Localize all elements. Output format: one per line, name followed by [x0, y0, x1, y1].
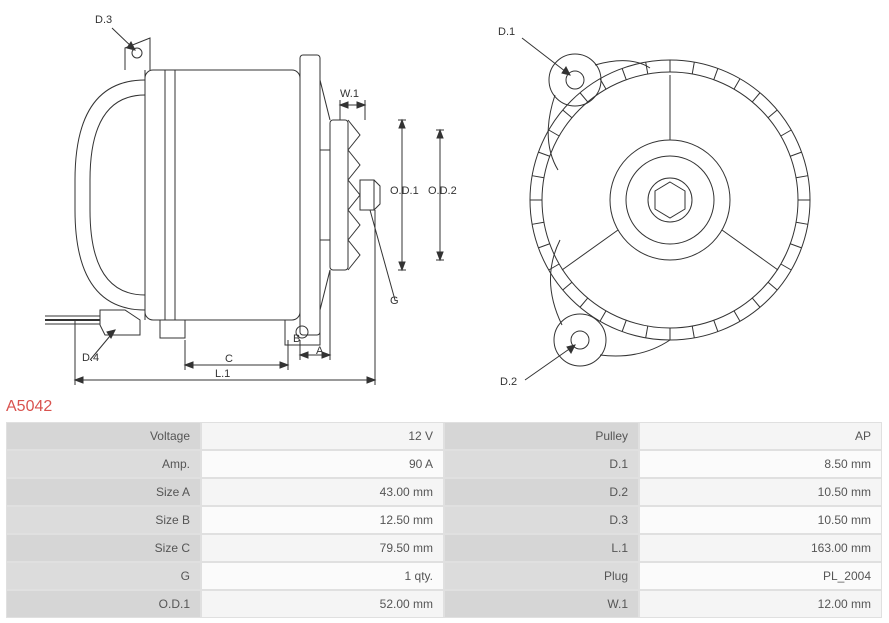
label-l1: L.1 — [215, 368, 230, 380]
spec-value: 12.00 mm — [639, 590, 882, 618]
spec-value: 43.00 mm — [201, 478, 444, 506]
table-row: Size A 43.00 mm D.2 10.50 mm — [6, 478, 882, 506]
spec-label: Size B — [6, 506, 201, 534]
spec-label: Pulley — [444, 422, 639, 450]
spec-table-body: Voltage 12 V Pulley AP Amp. 90 A D.1 8.5… — [6, 422, 882, 618]
label-g: G — [390, 295, 399, 307]
table-row: O.D.1 52.00 mm W.1 12.00 mm — [6, 590, 882, 618]
spec-value: 1 qty. — [201, 562, 444, 590]
spec-table: Voltage 12 V Pulley AP Amp. 90 A D.1 8.5… — [6, 422, 882, 618]
spec-value: 163.00 mm — [639, 534, 882, 562]
spec-label: W.1 — [444, 590, 639, 618]
spec-value: 90 A — [201, 450, 444, 478]
spec-label: Plug — [444, 562, 639, 590]
spec-value: 10.50 mm — [639, 506, 882, 534]
label-a: A — [316, 345, 323, 357]
label-od1: O.D.1 — [390, 185, 419, 197]
spec-value: 12.50 mm — [201, 506, 444, 534]
label-od2: O.D.2 — [428, 185, 457, 197]
label-d3: D.3 — [95, 14, 112, 26]
label-d4: D.4 — [82, 352, 99, 364]
spec-label: D.3 — [444, 506, 639, 534]
spec-label: Voltage — [6, 422, 201, 450]
spec-value: 79.50 mm — [201, 534, 444, 562]
spec-value: 8.50 mm — [639, 450, 882, 478]
spec-label: D.2 — [444, 478, 639, 506]
spec-value: PL_2004 — [639, 562, 882, 590]
spec-label: Amp. — [6, 450, 201, 478]
part-number: A5042 — [6, 398, 52, 416]
technical-drawing: D.3 D.4 W.1 O.D.1 O.D.2 G A B C L.1 — [0, 0, 889, 395]
label-d1: D.1 — [498, 26, 515, 38]
spec-value: AP — [639, 422, 882, 450]
label-b: B — [293, 333, 300, 345]
table-row: G 1 qty. Plug PL_2004 — [6, 562, 882, 590]
spec-value: 52.00 mm — [201, 590, 444, 618]
label-w1: W.1 — [340, 88, 359, 100]
label-c: C — [225, 353, 233, 365]
spec-label: Size A — [6, 478, 201, 506]
spec-label: G — [6, 562, 201, 590]
table-row: Size C 79.50 mm L.1 163.00 mm — [6, 534, 882, 562]
spec-label: Size C — [6, 534, 201, 562]
front-view-drawing — [480, 20, 860, 390]
spec-label: L.1 — [444, 534, 639, 562]
side-view-drawing — [30, 20, 460, 390]
table-row: Amp. 90 A D.1 8.50 mm — [6, 450, 882, 478]
spec-label: O.D.1 — [6, 590, 201, 618]
spec-label: D.1 — [444, 450, 639, 478]
table-row: Voltage 12 V Pulley AP — [6, 422, 882, 450]
spec-value: 12 V — [201, 422, 444, 450]
label-d2: D.2 — [500, 376, 517, 388]
spec-value: 10.50 mm — [639, 478, 882, 506]
table-row: Size B 12.50 mm D.3 10.50 mm — [6, 506, 882, 534]
